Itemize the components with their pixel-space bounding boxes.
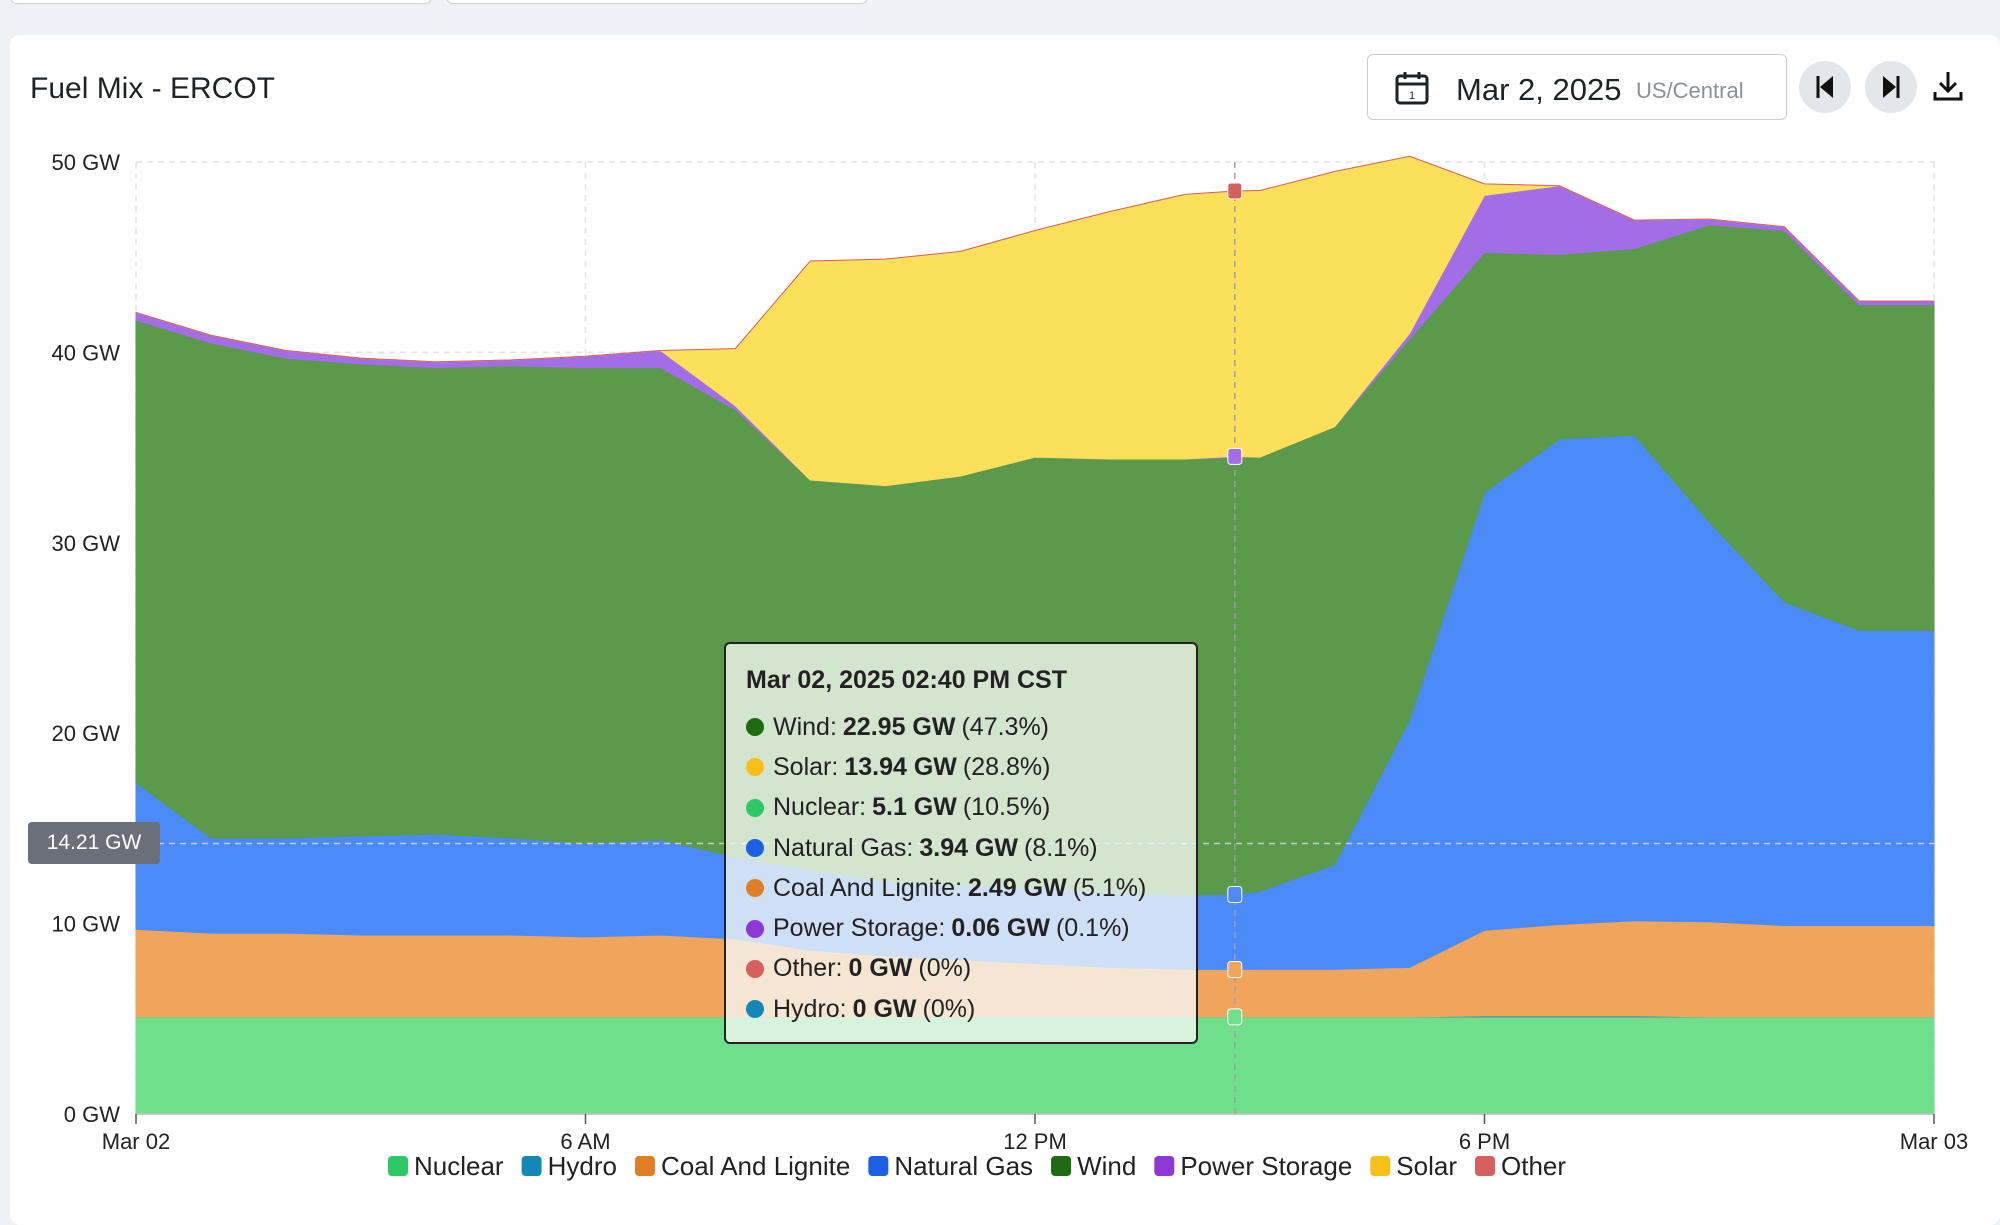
tooltip-row-coal-and-lignite: Coal And Lignite: 2.49 GW (5.1%): [746, 868, 1196, 908]
legend-swatch: [1370, 1156, 1391, 1176]
legend-label: Hydro: [548, 1151, 617, 1181]
date-value: Mar 2, 2025: [1456, 72, 1622, 107]
legend-swatch: [388, 1156, 408, 1176]
area-other: [135, 155, 1934, 363]
tooltip-series-name: Nuclear:: [773, 793, 867, 822]
tooltip-dot: [746, 1000, 764, 1019]
y-tick-label: 10 GW: [52, 912, 121, 937]
tooltip-series-name: Hydro:: [773, 994, 847, 1023]
legend-label: Wind: [1077, 1151, 1136, 1181]
legend-label: Nuclear: [414, 1151, 504, 1181]
calendar-icon: 1: [1395, 72, 1429, 105]
marker-nuclear: [1227, 1008, 1243, 1026]
legend-label: Solar: [1396, 1151, 1457, 1181]
tooltip-series-value: 0 GW: [848, 954, 913, 983]
y-tick-label: 0 GW: [64, 1102, 120, 1127]
legend-swatch: [1154, 1156, 1175, 1176]
tooltip-row-solar: Solar: 13.94 GW (28.8%): [746, 747, 1196, 787]
tooltip-series-percent: (0.1%): [1055, 914, 1130, 943]
crosshair-value-label: 14.21 GW: [28, 822, 160, 864]
marker-other: [1227, 182, 1243, 200]
tooltip-row-wind: Wind: 22.95 GW (47.3%): [746, 707, 1196, 747]
tooltip-dot: [746, 718, 764, 737]
y-tick-label: 30 GW: [52, 531, 121, 556]
tooltip-series-value: 0 GW: [852, 994, 917, 1023]
svg-text:1: 1: [1409, 90, 1415, 102]
tooltip-row-hydro: Hydro: 0 GW (0%): [746, 989, 1196, 1029]
y-tick-label: 50 GW: [52, 150, 121, 175]
tooltip-dot: [746, 798, 764, 817]
date-picker[interactable]: 1 Mar 2, 2025 US/Central: [1367, 54, 1787, 120]
x-tick-label: 12 PM: [1003, 1129, 1067, 1154]
marker-power-storage: [1227, 447, 1243, 465]
tooltip-series-percent: (8.1%): [1024, 833, 1098, 862]
previous-day-button[interactable]: [1799, 61, 1851, 113]
tooltip-series-value: 3.94 GW: [919, 833, 1018, 862]
tooltip-row-nuclear: Nuclear: 5.1 GW (10.5%): [746, 788, 1196, 828]
next-day-button[interactable]: [1865, 61, 1917, 113]
tooltip-series-value: 13.94 GW: [844, 752, 957, 781]
tooltip-dot: [746, 879, 764, 898]
tooltip-series-name: Wind:: [773, 712, 837, 741]
tooltip-dot: [746, 959, 764, 978]
tooltip-dot: [746, 919, 764, 938]
legend-label: Natural Gas: [894, 1151, 1033, 1181]
tooltip-dot: [746, 839, 764, 858]
tooltip-series-percent: (5.1%): [1072, 873, 1147, 902]
legend-swatch: [868, 1156, 889, 1176]
tooltip-series-name: Other:: [773, 954, 843, 983]
y-tick-label: 40 GW: [52, 340, 121, 365]
x-tick-label: Mar 03: [1900, 1129, 1968, 1154]
tooltip-series-percent: (10.5%): [962, 793, 1051, 822]
marker-natural-gas: [1227, 885, 1243, 903]
legend-swatch: [521, 1156, 542, 1176]
tooltip-series-value: 22.95 GW: [842, 712, 956, 741]
caret-left-icon: [1816, 76, 1833, 98]
marker-coal-and-lignite: [1227, 960, 1243, 978]
legend-label: Other: [1501, 1151, 1566, 1181]
timezone-label: US/Central: [1636, 78, 1744, 103]
tooltip-timestamp: Mar 02, 2025 02:40 PM CST: [746, 666, 1067, 694]
x-tick-label: Mar 02: [102, 1129, 170, 1154]
tooltip-row-other: Other: 0 GW (0%): [746, 949, 1196, 989]
legend-swatch: [1051, 1156, 1072, 1176]
tooltip-series-value: 0.06 GW: [951, 914, 1050, 943]
tooltip-row-natural-gas: Natural Gas: 3.94 GW (8.1%): [746, 828, 1196, 868]
legend-swatch: [1475, 1156, 1495, 1176]
tooltip-series-percent: (0%): [918, 954, 972, 983]
legend-label: Coal And Lignite: [661, 1151, 850, 1181]
legend-label: Power Storage: [1180, 1151, 1352, 1181]
legend-swatch: [634, 1156, 655, 1176]
caret-right-icon: [1883, 76, 1900, 98]
tooltip-series-value: 2.49 GW: [968, 873, 1067, 902]
tooltip-series-percent: (28.8%): [962, 752, 1051, 781]
x-tick-label: 6 PM: [1459, 1129, 1510, 1154]
tooltip-row-power-storage: Power Storage: 0.06 GW (0.1%): [746, 908, 1196, 948]
x-tick-label: 6 AM: [560, 1129, 610, 1154]
tooltip-series-name: Natural Gas:: [773, 833, 914, 862]
tooltip-series-name: Solar:: [773, 752, 839, 781]
chart-title: Fuel Mix - ERCOT: [30, 72, 276, 105]
y-tick-label: 20 GW: [52, 721, 121, 746]
tooltip-series-value: 5.1 GW: [872, 793, 957, 822]
chart-tooltip: Mar 02, 2025 02:40 PM CST Wind: 22.95 GW(…: [724, 642, 1198, 1044]
tooltip-series-name: Coal And Lignite:: [773, 873, 963, 902]
tooltip-series-percent: (47.3%): [961, 712, 1050, 741]
tooltip-series-name: Power Storage:: [773, 914, 946, 943]
download-icon[interactable]: [1930, 68, 1966, 104]
tooltip-series-percent: (0%): [922, 994, 976, 1023]
tooltip-dot: [746, 758, 764, 777]
